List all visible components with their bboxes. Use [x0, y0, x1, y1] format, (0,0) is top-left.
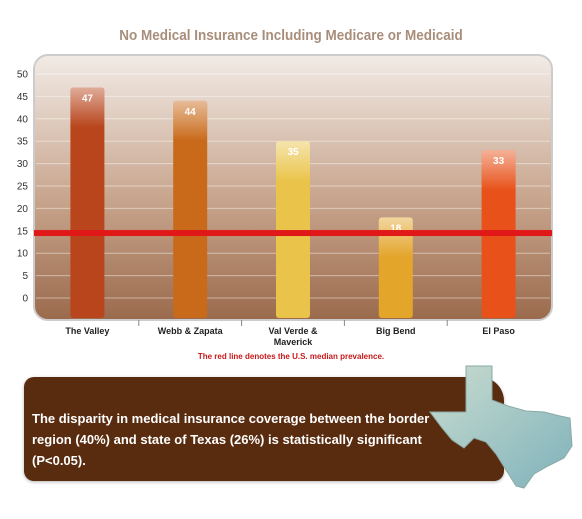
x-axis: The Valley Webb & Zapata Val Verde & Maveri… [65, 320, 515, 347]
callout-box [24, 377, 504, 481]
bar-highlight [70, 87, 105, 128]
y-tick-label: 0 [22, 294, 28, 305]
bar [173, 100, 208, 318]
chart-note: The red line denotes the U.S. median pre… [197, 352, 385, 361]
y-tick-label: 10 [17, 249, 29, 260]
bar-highlight [378, 217, 413, 258]
y-tick-label: 45 [17, 92, 29, 103]
y-tick-label: 35 [17, 137, 29, 148]
bar-value-label: 33 [493, 156, 505, 167]
y-tick-label: 25 [17, 182, 29, 193]
y-axis: 0 5 10 15 20 25 30 35 40 45 50 [17, 70, 29, 305]
bar-highlight [173, 100, 208, 141]
bar-value-label: 47 [82, 93, 94, 104]
bar-value-label: 44 [185, 107, 197, 118]
bar [276, 141, 310, 318]
callout-text: The disparity in medical insurance cover… [32, 411, 430, 468]
reference-line [34, 230, 552, 237]
median-line [34, 230, 552, 237]
bar-highlight [276, 141, 310, 182]
y-tick-label: 40 [17, 114, 29, 125]
bar-highlight [481, 150, 516, 191]
bar-group: 35 [276, 141, 310, 318]
y-tick-label: 30 [17, 159, 29, 170]
bar [70, 87, 105, 318]
x-tick-label: The Valley [65, 326, 109, 336]
bar-value-label: 35 [287, 147, 299, 158]
bar-chart: 0 5 10 15 20 25 30 35 40 45 50 47 44 35 18 33 The Vall… [17, 54, 553, 347]
bar-group: 44 [173, 100, 208, 318]
chart-title: No Medical Insurance Including Medicare … [119, 27, 463, 44]
texas-map-icon [429, 365, 573, 489]
x-tick-label: El Paso [482, 326, 515, 336]
y-tick-label: 50 [17, 70, 29, 81]
y-tick-label: 20 [17, 204, 29, 215]
y-tick-label: 5 [22, 271, 28, 282]
bar-value-label: 18 [390, 223, 402, 234]
x-tick-label: Big Bend [376, 326, 416, 336]
x-tick-label: Webb & Zapata [158, 326, 224, 336]
bar-group: 47 [70, 87, 105, 318]
bar-group: 18 [378, 217, 413, 318]
y-tick-label: 15 [17, 226, 29, 237]
x-tick-label: Val Verde & Maverick [268, 326, 318, 347]
